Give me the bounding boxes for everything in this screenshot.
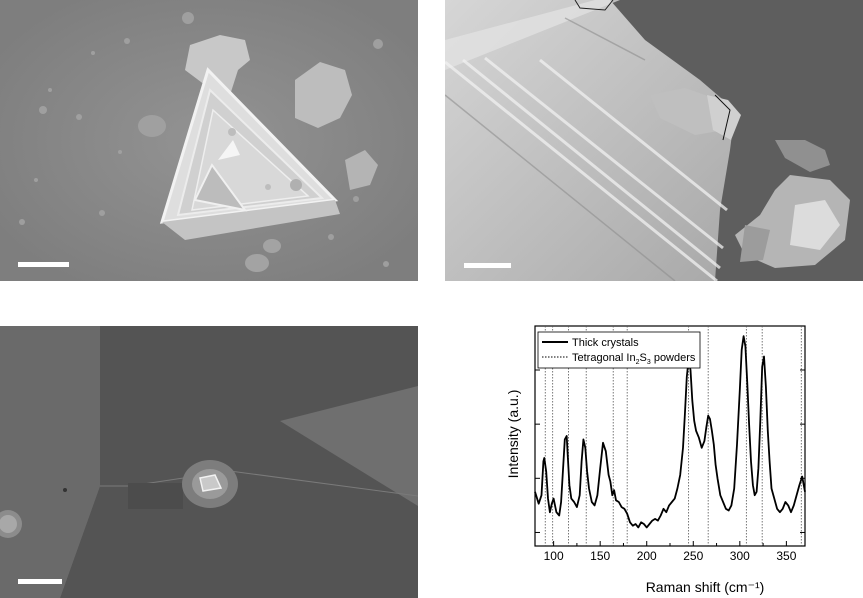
- sem-image-1-graphic: [0, 0, 418, 281]
- x-tick-label-200: 200: [637, 549, 657, 563]
- sem-image-3-graphic: [0, 326, 418, 598]
- scale-bar: [18, 579, 62, 584]
- raman-plot: 100 150 200 250 300 350 Raman shift (cm⁻¹) In…: [505, 325, 806, 595]
- sem-micrograph-film-overview: [0, 326, 418, 598]
- sem-micrograph-triangular-crystal: [0, 0, 418, 281]
- sem-image-2-graphic: [445, 0, 863, 281]
- raman-spectrum-chart: 100 150 200 250 300 350 Raman shift (cm⁻¹) In…: [500, 322, 863, 598]
- legend-entry-thick-crystals: Thick crystals: [572, 337, 639, 349]
- x-axis-label: Raman shift (cm⁻¹): [646, 579, 765, 595]
- x-tick-label-150: 150: [590, 549, 610, 563]
- x-tick-label-350: 350: [776, 549, 796, 563]
- y-axis-ticks: [535, 369, 805, 533]
- legend-entry-tetragonal-powders: Tetragonal In2S3 powders: [572, 352, 696, 366]
- scale-bar: [18, 262, 69, 267]
- y-axis-label: Intensity (a.u.): [505, 390, 521, 479]
- sem-micrograph-crystal-edge: [445, 0, 863, 281]
- thick-crystals-trace: [534, 335, 806, 529]
- x-tick-label-100: 100: [544, 549, 564, 563]
- x-tick-label-250: 250: [683, 549, 703, 563]
- x-axis-ticks: 100 150 200 250 300 350: [544, 541, 797, 563]
- x-tick-label-300: 300: [730, 549, 750, 563]
- scale-bar: [464, 263, 511, 268]
- legend: Thick crystals Tetragonal In2S3 powders: [537, 331, 701, 369]
